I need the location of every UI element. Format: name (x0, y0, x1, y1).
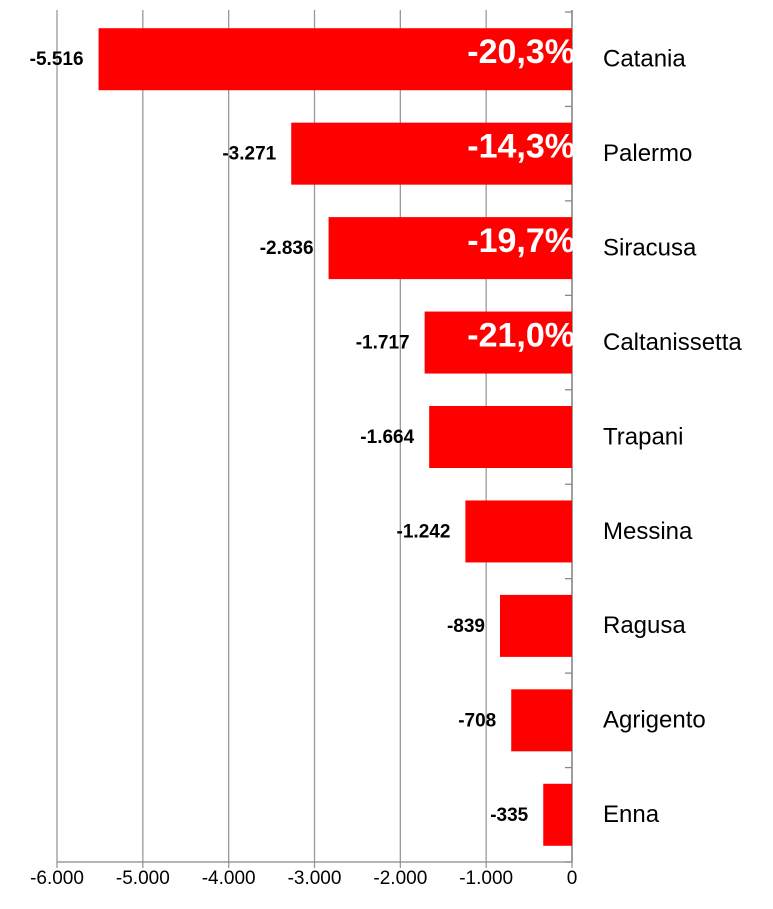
percent-label: -19,7% (467, 222, 575, 260)
value-label: -1.242 (397, 521, 451, 542)
category-label: Agrigento (603, 707, 706, 734)
bar (543, 783, 572, 846)
x-tick-label: -2.000 (373, 868, 427, 889)
category-label: Enna (603, 801, 660, 828)
x-tick-label: -3.000 (288, 868, 342, 889)
category-label: Messina (603, 518, 693, 545)
bar (429, 406, 572, 468)
bar (424, 311, 572, 374)
percent-label: -21,0% (467, 317, 575, 355)
value-label: -3.271 (222, 144, 276, 165)
category-label: Caltanissetta (603, 329, 742, 356)
category-label: Palermo (603, 140, 692, 167)
value-label: -1.717 (356, 333, 410, 354)
value-label: -5.516 (30, 49, 84, 70)
category-label: Ragusa (603, 612, 686, 639)
bar (291, 122, 572, 185)
percent-label: -20,3% (467, 33, 575, 71)
value-label: -2.836 (260, 238, 314, 259)
x-tick-label: -1.000 (459, 868, 513, 889)
bar (328, 217, 572, 280)
bar (465, 500, 572, 563)
bar (98, 28, 572, 91)
bar (499, 594, 572, 657)
value-label: -839 (447, 616, 485, 637)
x-tick-label: 0 (567, 868, 578, 889)
category-label: Catania (603, 46, 686, 73)
x-tick-label: -6.000 (30, 868, 84, 889)
percent-label: -14,3% (467, 128, 575, 166)
value-label: -335 (490, 805, 528, 826)
category-label: Siracusa (603, 234, 697, 261)
x-tick-label: -4.000 (202, 868, 256, 889)
value-label: -708 (458, 710, 496, 731)
bar (511, 689, 572, 752)
value-label: -1.664 (360, 427, 414, 448)
category-label: Trapani (603, 423, 683, 450)
x-tick-label: -5.000 (116, 868, 170, 889)
